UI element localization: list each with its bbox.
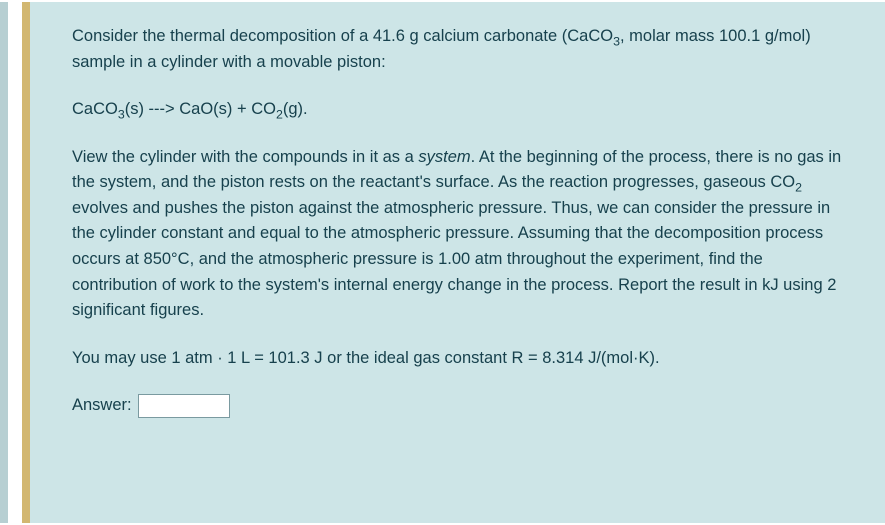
left-rail-2 <box>22 2 30 523</box>
rail-gap <box>8 2 22 523</box>
text: (s) ---> CaO(s) + CO <box>125 100 276 118</box>
subscript-3: 3 <box>613 34 620 48</box>
equation: CaCO3(s) ---> CaO(s) + CO2(g). <box>72 97 843 123</box>
subscript-2: 2 <box>276 107 283 121</box>
question-content: Consider the thermal decomposition of a … <box>30 2 885 523</box>
left-rail-1 <box>0 2 8 523</box>
paragraph-body: View the cylinder with the compounds in … <box>72 145 843 324</box>
text: Consider the thermal decomposition of a … <box>72 27 613 45</box>
emphasis-system: system <box>418 148 470 166</box>
subscript-2: 2 <box>795 181 802 195</box>
text: View the cylinder with the compounds in … <box>72 148 418 166</box>
subscript-3: 3 <box>118 107 125 121</box>
answer-input[interactable] <box>138 394 230 418</box>
text: (g). <box>283 100 308 118</box>
paragraph-intro: Consider the thermal decomposition of a … <box>72 24 843 75</box>
text: CaCO <box>72 100 118 118</box>
answer-label: Answer: <box>72 393 132 419</box>
text: evolves and pushes the piston against th… <box>72 199 836 319</box>
paragraph-hint: You may use 1 atm · 1 L = 101.3 J or the… <box>72 346 843 372</box>
answer-row: Answer: <box>72 393 843 419</box>
question-container: Consider the thermal decomposition of a … <box>0 0 885 525</box>
